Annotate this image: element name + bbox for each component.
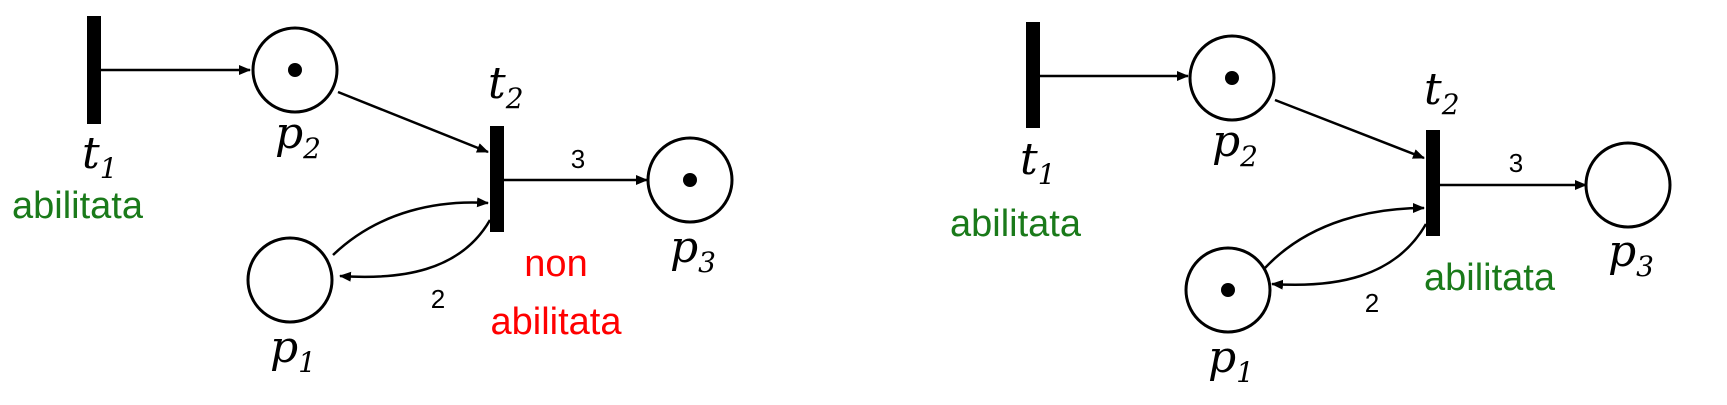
right-label-p2: p2 [1212, 116, 1258, 173]
left-arc-p2-t2 [337, 90, 489, 154]
right-token-p1 [1221, 283, 1235, 297]
right-arc-t2-p1 [1271, 223, 1428, 290]
left-weight-t2-p1: 2 [431, 284, 445, 314]
right-label-t1: t1 [1020, 134, 1056, 191]
left-label-t1: t1 [82, 128, 118, 185]
left-petri-net: 3 2 t1 abilitata p2 t2 p3 p1 non abilita… [12, 16, 734, 379]
right-label-t2: t2 [1424, 64, 1460, 121]
left-status-t2-line1: non [524, 243, 587, 285]
left-label-p1: p1 [270, 322, 316, 379]
right-token-p2 [1225, 71, 1239, 85]
right-weight-t2-p3: 3 [1509, 148, 1523, 178]
right-weight-t2-p1: 2 [1365, 288, 1379, 318]
left-transition-t2 [490, 126, 504, 232]
left-label-p2: p2 [275, 108, 321, 165]
right-transition-t2 [1426, 130, 1440, 236]
left-transition-t1 [87, 16, 101, 124]
right-status-t1: abilitata [950, 203, 1082, 245]
right-transition-t1 [1026, 22, 1040, 128]
left-status-t2-line2: abilitata [491, 301, 623, 343]
right-petri-net: 3 2 t1 abilitata p2 t2 abilitata p3 p1 [950, 22, 1672, 389]
left-label-p3: p3 [670, 222, 716, 279]
left-token-p3 [683, 173, 697, 187]
left-token-p2 [288, 63, 302, 77]
left-arc-p1-t2 [332, 197, 489, 256]
right-label-p1: p1 [1208, 332, 1254, 389]
left-weight-t2-p3: 3 [571, 144, 585, 174]
right-arc-p1-t2 [1264, 203, 1425, 269]
right-status-t2: abilitata [1424, 257, 1556, 299]
right-place-p3 [1584, 141, 1672, 229]
left-place-p1 [246, 236, 334, 324]
right-arc-p2-t2 [1274, 98, 1425, 160]
left-status-t1: abilitata [12, 185, 144, 227]
left-arc-t2-p1 [339, 219, 492, 282]
right-label-p3: p3 [1608, 226, 1654, 283]
left-label-t2: t2 [488, 58, 524, 115]
